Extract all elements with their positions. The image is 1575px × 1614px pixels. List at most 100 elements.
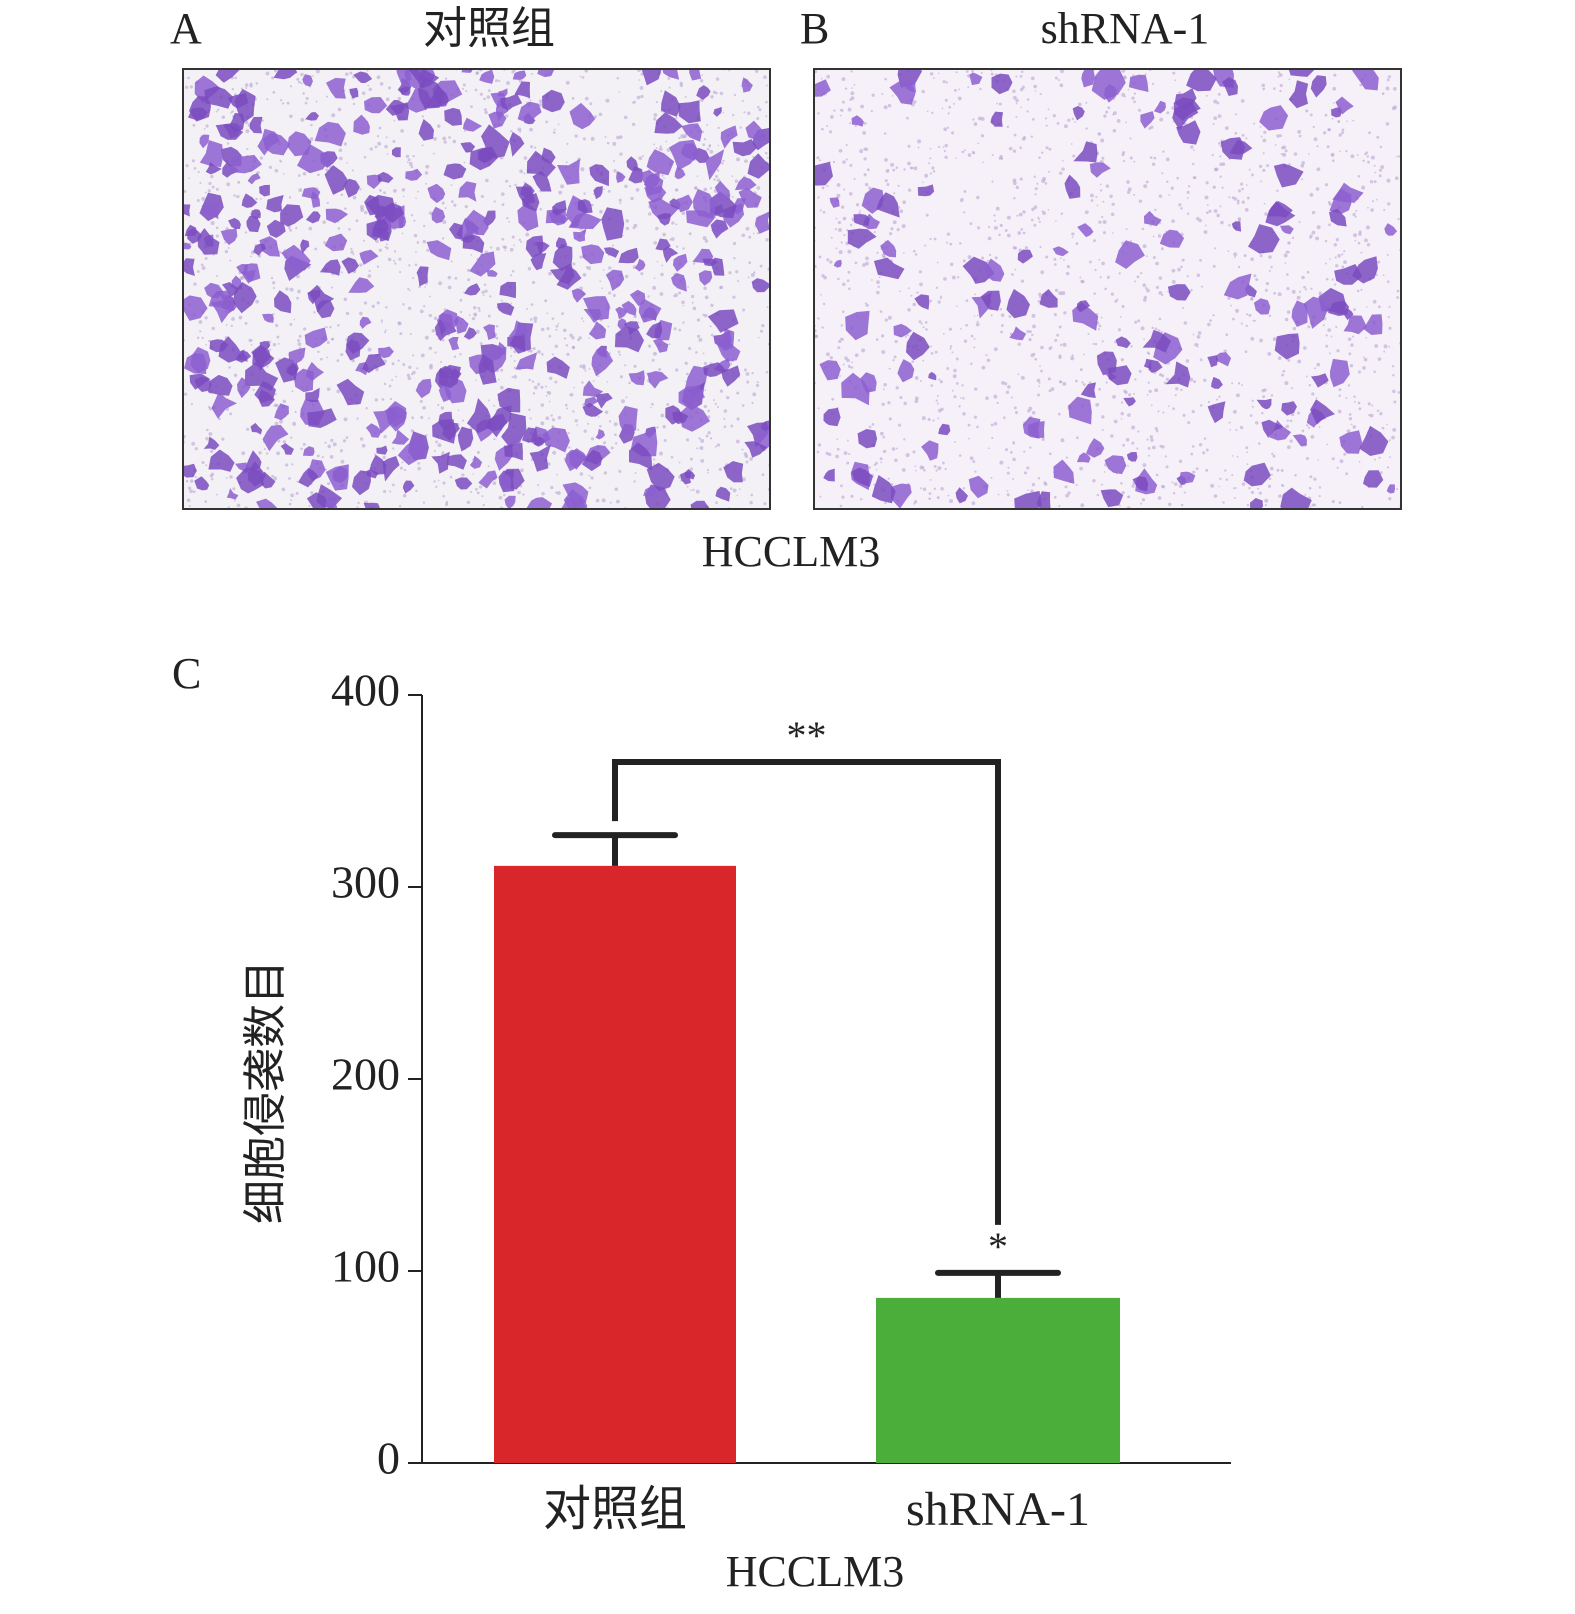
- pore: [1379, 168, 1383, 172]
- pore: [1137, 108, 1142, 112]
- pore: [412, 354, 415, 357]
- cell: [522, 427, 538, 443]
- pore: [548, 334, 552, 338]
- pore: [709, 325, 712, 328]
- pore: [199, 330, 202, 333]
- pore: [1032, 324, 1036, 329]
- pore: [647, 344, 652, 348]
- pore: [1357, 175, 1361, 178]
- pore: [1064, 485, 1068, 489]
- pore: [709, 149, 714, 154]
- cell: [256, 498, 277, 509]
- pore: [1012, 477, 1015, 481]
- cell: [300, 239, 310, 254]
- pore: [547, 391, 552, 395]
- cell: [512, 70, 527, 80]
- pore: [230, 324, 233, 327]
- pore: [1250, 297, 1254, 301]
- pore: [907, 144, 911, 148]
- pore: [1189, 377, 1194, 382]
- pore: [1190, 288, 1193, 292]
- pore: [1263, 202, 1266, 205]
- pore: [955, 157, 957, 159]
- pore: [752, 392, 757, 397]
- cell: [496, 302, 515, 316]
- pore: [1061, 291, 1066, 296]
- pore: [322, 220, 326, 224]
- pore: [546, 326, 550, 331]
- pore: [442, 494, 446, 498]
- pore: [969, 222, 973, 226]
- pore: [835, 454, 839, 459]
- pore: [1369, 413, 1374, 418]
- pore: [1168, 405, 1170, 407]
- pore: [397, 359, 400, 362]
- pore: [316, 454, 320, 458]
- pore: [660, 413, 665, 418]
- pore: [612, 293, 616, 298]
- pore: [751, 372, 754, 375]
- pore: [694, 186, 698, 190]
- pore: [240, 87, 243, 90]
- pore: [993, 214, 996, 217]
- pore: [385, 97, 390, 102]
- pore: [321, 456, 324, 459]
- pore: [192, 490, 196, 494]
- pore: [840, 484, 843, 488]
- cell: [235, 350, 252, 363]
- pore: [859, 210, 862, 212]
- pore: [501, 237, 505, 241]
- pore: [1132, 441, 1135, 444]
- pore: [1133, 193, 1136, 196]
- pore: [1112, 394, 1116, 399]
- pore: [565, 344, 569, 347]
- pore: [1286, 273, 1289, 276]
- pore: [1397, 391, 1401, 394]
- pore: [1367, 160, 1370, 164]
- pore: [1149, 435, 1154, 439]
- pore: [186, 498, 191, 503]
- pore: [363, 301, 368, 305]
- cell: [643, 487, 657, 497]
- cell: [991, 73, 1013, 95]
- pore: [599, 280, 602, 283]
- pore: [1236, 201, 1240, 205]
- pore: [962, 259, 966, 263]
- pore: [963, 339, 968, 343]
- pore: [265, 452, 269, 455]
- pore: [1096, 493, 1100, 497]
- pore: [841, 495, 845, 499]
- pore: [185, 85, 189, 89]
- panel-letter: C: [172, 649, 201, 698]
- pore: [433, 480, 436, 483]
- pore: [816, 156, 820, 160]
- pore: [1187, 185, 1191, 188]
- pore: [668, 343, 671, 346]
- cell: [980, 290, 1001, 311]
- pore: [604, 136, 607, 138]
- pore: [728, 271, 732, 275]
- pore: [895, 386, 899, 390]
- pore: [921, 90, 925, 94]
- pore: [588, 337, 590, 340]
- pore: [325, 95, 329, 98]
- pore: [1121, 490, 1125, 495]
- pore: [504, 114, 509, 118]
- pore: [653, 117, 657, 121]
- pore: [424, 285, 426, 288]
- pore: [1310, 434, 1315, 439]
- pore: [245, 129, 250, 134]
- pore: [417, 461, 421, 465]
- pore: [663, 438, 667, 442]
- pore: [492, 481, 497, 486]
- cell: [324, 233, 348, 252]
- pore: [1164, 455, 1167, 458]
- pore: [1044, 182, 1048, 185]
- pore: [331, 337, 334, 341]
- pore: [474, 88, 478, 92]
- pore: [1191, 445, 1195, 448]
- cell: [183, 204, 191, 217]
- pore: [297, 342, 302, 347]
- pore: [194, 447, 198, 451]
- pore: [765, 115, 768, 118]
